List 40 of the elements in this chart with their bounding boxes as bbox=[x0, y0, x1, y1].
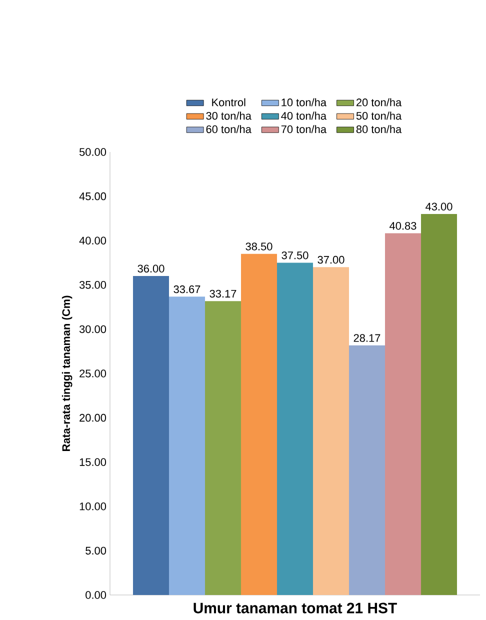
y-tick-label: 20.00 bbox=[80, 414, 106, 422]
bar bbox=[421, 214, 457, 595]
y-tick-label: 35.00 bbox=[79, 281, 106, 289]
data-label: 38.50 bbox=[246, 242, 272, 250]
y-tick-label: 40.00 bbox=[79, 236, 106, 244]
x-tick-label: Umur tanaman tomat 21 HST bbox=[194, 602, 397, 614]
data-label: 36.00 bbox=[138, 264, 164, 273]
y-tick-label: 15.00 bbox=[80, 458, 106, 466]
legend-label: 60 ton/ha bbox=[206, 125, 252, 134]
bar bbox=[385, 233, 421, 595]
legend-label: Kontrol bbox=[212, 98, 246, 106]
legend-label: 70 ton/ha bbox=[281, 125, 327, 134]
bar bbox=[205, 301, 241, 595]
y-axis-title: Rata-rata tinggi tanaman (Cm) bbox=[62, 296, 72, 451]
data-label: 33.67 bbox=[174, 285, 200, 294]
legend-label: 40 ton/ha bbox=[281, 112, 327, 120]
legend-label: 10 ton/ha bbox=[282, 98, 327, 106]
y-tick-label: 45.00 bbox=[79, 192, 106, 200]
data-label: 28.17 bbox=[354, 334, 380, 342]
bar bbox=[349, 345, 385, 595]
bar bbox=[133, 276, 169, 595]
legend-label: 20 ton/ha bbox=[356, 98, 402, 106]
bar bbox=[169, 296, 205, 595]
y-tick-label: 10.00 bbox=[80, 502, 106, 510]
y-tick-label: 0.00 bbox=[86, 591, 106, 599]
y-tick-label: 25.00 bbox=[80, 370, 106, 378]
data-label: 37.50 bbox=[282, 251, 308, 260]
data-label: 33.17 bbox=[210, 290, 236, 298]
legend-label: 80 ton/ha bbox=[356, 125, 402, 134]
legend-label: 50 ton/ha bbox=[356, 112, 402, 120]
y-tick-label: 5.00 bbox=[86, 546, 106, 555]
bar bbox=[276, 262, 313, 595]
data-label: 40.83 bbox=[390, 222, 416, 230]
legend-label: 30 ton/ha bbox=[206, 112, 252, 120]
bar bbox=[312, 267, 349, 595]
data-label: 43.00 bbox=[426, 202, 452, 210]
y-tick-label: 30.00 bbox=[79, 325, 106, 334]
y-tick-label: 50.00 bbox=[79, 148, 106, 156]
bar bbox=[240, 254, 277, 595]
data-label: 37.00 bbox=[318, 256, 344, 264]
